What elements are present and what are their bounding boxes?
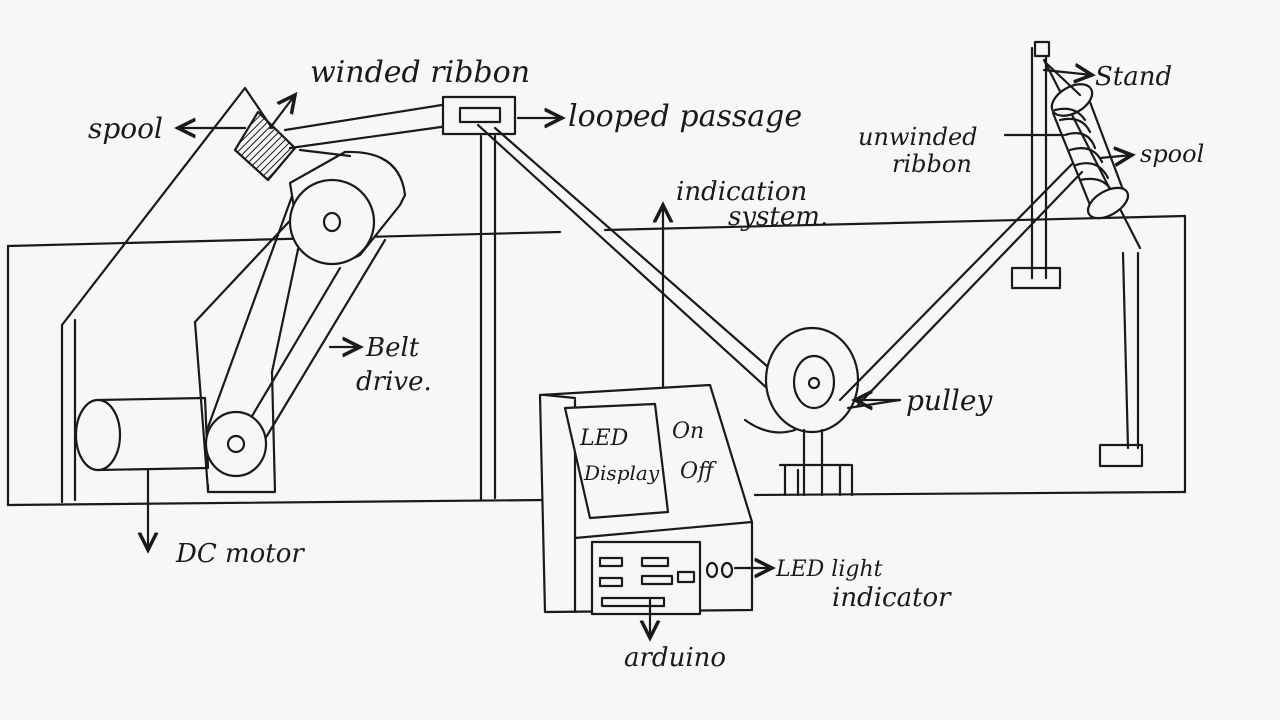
label-on: On bbox=[672, 419, 704, 444]
ribbon-ascending bbox=[838, 162, 1084, 407]
label-led-light-1: LED light bbox=[775, 557, 883, 582]
base-table bbox=[6, 214, 1187, 507]
looped-passage bbox=[441, 95, 517, 502]
labels: winded ribbon spool looped passage indic… bbox=[88, 55, 1204, 673]
label-unwinded-1: unwinded bbox=[858, 123, 978, 151]
pointer-arrows bbox=[148, 60, 1132, 638]
label-pulley: pulley bbox=[906, 384, 993, 417]
label-looped-passage: looped passage bbox=[568, 99, 802, 134]
ribbon-path bbox=[283, 102, 450, 158]
label-unwinded-2: ribbon bbox=[892, 150, 972, 178]
left-frame bbox=[60, 86, 274, 504]
label-off: Off bbox=[680, 459, 717, 484]
label-winded-ribbon: winded ribbon bbox=[310, 55, 530, 90]
label-drive: drive. bbox=[356, 367, 432, 397]
arduino-board bbox=[590, 540, 702, 616]
label-led-light-2: indicator bbox=[832, 583, 952, 613]
label-spool-left: spool bbox=[88, 112, 163, 145]
label-stand: Stand bbox=[1095, 62, 1172, 92]
led-light-indicator bbox=[705, 561, 734, 579]
label-indication-1: indication bbox=[676, 177, 807, 207]
unwinded-spool bbox=[1050, 83, 1130, 220]
label-led-display-2: Display bbox=[583, 461, 660, 485]
belt-drive bbox=[204, 186, 387, 478]
label-indication-2: system. bbox=[728, 202, 828, 232]
lower-pulley bbox=[764, 326, 860, 497]
winded-spool bbox=[233, 110, 297, 182]
label-spool-right: spool bbox=[1140, 140, 1204, 168]
dc-motor bbox=[74, 396, 210, 472]
label-led-display-1: LED bbox=[579, 426, 629, 451]
label-belt: Belt bbox=[365, 333, 420, 363]
label-dc-motor: DC motor bbox=[175, 539, 305, 569]
label-arduino: arduino bbox=[624, 643, 726, 673]
upper-pulley bbox=[288, 150, 407, 266]
ribbon-descending bbox=[476, 123, 802, 434]
led-display bbox=[563, 402, 670, 520]
